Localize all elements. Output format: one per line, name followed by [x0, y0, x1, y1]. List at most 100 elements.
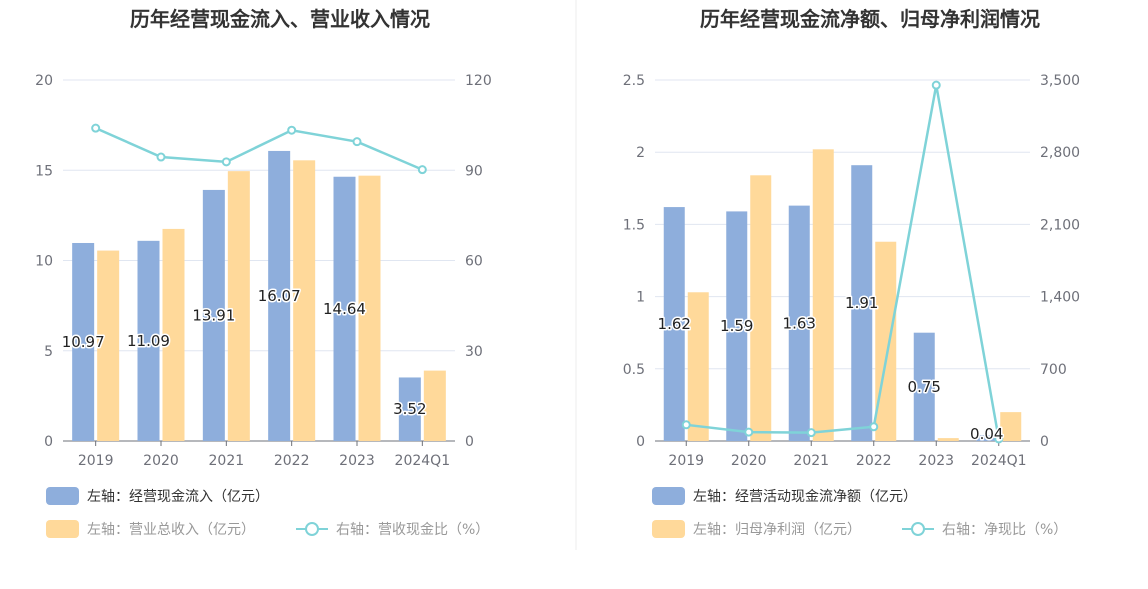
bar-data-label: 3.52 — [393, 400, 426, 418]
bar-data-label: 13.91 — [192, 306, 235, 324]
bar-data-label: 10.97 — [62, 333, 105, 351]
right-axis-tick-label: 60 — [465, 254, 483, 270]
legend-label: 左轴：经营活动现金流净额（亿元） — [693, 489, 917, 505]
legend-marker-icon — [305, 522, 319, 536]
bar-secondary — [227, 171, 250, 441]
right-axis-tick-label: 30 — [465, 344, 483, 360]
legend-item[interactable]: 右轴：净现比（%） — [902, 522, 1067, 538]
legend-label: 左轴：营业总收入（亿元） — [87, 522, 255, 538]
legend-swatch-icon — [46, 520, 79, 538]
x-axis-category-label: 2023 — [918, 453, 954, 469]
ratio-line — [686, 84, 1000, 440]
bar-primary — [976, 435, 998, 441]
bar-primary — [72, 242, 95, 441]
ratio-point — [869, 422, 879, 432]
legend-swatch-icon — [652, 520, 685, 538]
ratio-point — [744, 427, 754, 437]
x-axis-category-label: 2023 — [339, 453, 375, 469]
right-axis-tick-label: 2,800 — [1040, 145, 1080, 161]
x-axis-category-label: 2020 — [143, 453, 179, 469]
bar-secondary — [358, 175, 381, 442]
bar-primary — [788, 205, 810, 441]
ratio-point — [417, 165, 427, 175]
bar-primary — [202, 189, 225, 441]
bar-secondary — [423, 370, 446, 441]
bar-primary — [913, 332, 935, 441]
chart-title: 历年经营现金流入、营业收入情况 — [130, 7, 430, 31]
x-axis-category-label: 2024Q1 — [971, 453, 1027, 469]
bar-primary — [268, 150, 291, 441]
x-axis-category-label: 2024Q1 — [395, 453, 451, 469]
bar-secondary — [812, 149, 834, 441]
bar-data-label: 1.91 — [845, 294, 878, 312]
left-axis-tick-label: 15 — [35, 163, 53, 179]
x-axis-category-label: 2022 — [274, 453, 310, 469]
bar-primary — [851, 165, 873, 442]
left-axis-tick-label: 1.5 — [623, 217, 645, 233]
left-axis-tick-label: 0 — [636, 434, 645, 450]
left-axis-tick-label: 2 — [636, 145, 645, 161]
x-axis-category-label: 2020 — [731, 453, 767, 469]
bar-secondary — [293, 160, 316, 441]
x-axis-category-label: 2019 — [668, 453, 704, 469]
bar-secondary — [937, 438, 959, 441]
right-axis-tick-label: 3,500 — [1040, 73, 1080, 89]
ratio-point — [91, 123, 101, 133]
right-axis-tick-label: 120 — [465, 73, 492, 89]
bar-data-label: 11.09 — [127, 332, 170, 350]
bar-primary — [137, 240, 160, 441]
right-axis-tick-label: 700 — [1040, 362, 1067, 378]
legend-label: 左轴：经营现金流入（亿元） — [87, 489, 269, 505]
ratio-point — [931, 80, 941, 90]
chart-panel-cashflow-inflow: 历年经营现金流入、营业收入情况 0 0 5 30 10 60 15 90 20 120 2019 20… — [35, 7, 492, 538]
bar-secondary — [687, 292, 709, 441]
bar-secondary — [97, 250, 120, 441]
legend-label: 右轴：营收现金比（%） — [336, 522, 489, 538]
legend-swatch-icon — [46, 487, 79, 505]
x-axis-category-label: 2019 — [78, 453, 114, 469]
left-axis-tick-label: 1 — [636, 290, 645, 306]
left-axis-tick-label: 0 — [44, 434, 53, 450]
legend-item[interactable]: 左轴：经营活动现金流净额（亿元） — [652, 487, 917, 505]
right-axis-tick-label: 90 — [465, 163, 483, 179]
legend-swatch-icon — [652, 487, 685, 505]
legend-item[interactable]: 右轴：营收现金比（%） — [296, 522, 489, 538]
bar-primary — [333, 176, 356, 442]
ratio-point — [156, 152, 166, 162]
right-axis-tick-label: 0 — [1040, 434, 1049, 450]
left-axis-tick-label: 2.5 — [623, 73, 645, 89]
left-axis-tick-label: 20 — [35, 73, 53, 89]
bar-primary — [663, 207, 685, 441]
bar-data-label: 0.75 — [908, 378, 941, 396]
bar-primary — [726, 211, 748, 441]
left-axis-tick-label: 0.5 — [623, 362, 645, 378]
bar-data-label: 1.62 — [658, 315, 691, 333]
bar-data-label: 1.63 — [783, 314, 816, 332]
ratio-point — [352, 137, 362, 147]
right-axis-tick-label: 0 — [465, 434, 474, 450]
ratio-point — [806, 428, 816, 438]
bar-data-label: 1.59 — [720, 317, 753, 335]
left-axis-tick-label: 10 — [35, 254, 53, 270]
chart-panel-net-cashflow: 历年经营现金流净额、归母净利润情况 0 0 0.5 700 1 1,400 1.5 2,100… — [623, 7, 1080, 538]
right-axis-tick-label: 2,100 — [1040, 217, 1080, 233]
legend-item[interactable]: 左轴：归母净利润（亿元） — [652, 520, 861, 538]
ratio-point — [287, 125, 297, 135]
bar-data-label: 16.07 — [258, 287, 301, 305]
x-axis-category-label: 2022 — [856, 453, 892, 469]
bar-secondary — [162, 228, 185, 441]
legend-marker-icon — [911, 522, 925, 536]
bar-secondary — [1000, 412, 1022, 441]
bar-data-label: 0.04 — [970, 425, 1003, 443]
legend-item[interactable]: 左轴：经营现金流入（亿元） — [46, 487, 269, 505]
x-axis-category-label: 2021 — [793, 453, 829, 469]
bar-secondary — [875, 241, 897, 441]
right-axis-tick-label: 1,400 — [1040, 290, 1080, 306]
legend-label: 左轴：归母净利润（亿元） — [693, 521, 861, 538]
legend-item[interactable]: 左轴：营业总收入（亿元） — [46, 520, 255, 538]
bar-data-label: 14.64 — [323, 300, 366, 318]
ratio-line — [95, 126, 423, 171]
x-axis-category-label: 2021 — [209, 453, 245, 469]
left-axis-tick-label: 5 — [44, 344, 53, 360]
